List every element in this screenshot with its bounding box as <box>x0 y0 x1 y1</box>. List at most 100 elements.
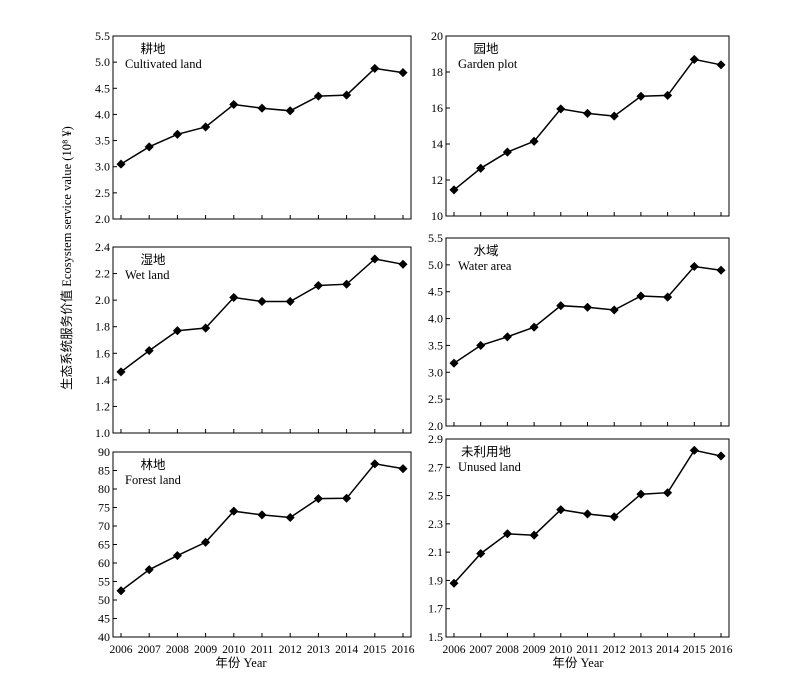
series-line <box>120 67 404 165</box>
y-tick-label: 60 <box>98 556 110 570</box>
data-point <box>285 106 295 116</box>
y-axis-label: 生态系统服务价值 Ecosystem service value (10⁸ ¥) <box>59 126 74 390</box>
data-point <box>556 301 566 311</box>
y-tick-label: 90 <box>98 445 110 459</box>
data-point <box>689 54 699 65</box>
data-point <box>172 129 183 139</box>
data-point <box>529 136 539 146</box>
y-tick-label: 2.9 <box>428 432 443 446</box>
data-point <box>144 142 154 152</box>
x-tick-label: 2009 <box>194 644 217 656</box>
data-point <box>257 510 267 520</box>
x-tick-label: 2006 <box>443 644 466 656</box>
data-point <box>172 326 183 336</box>
data-point <box>476 163 486 173</box>
data-point <box>716 451 726 461</box>
y-tick-label: 1.7 <box>428 602 443 616</box>
y-tick-label: 80 <box>98 482 110 496</box>
panel-title-cn: 水域 <box>473 244 498 258</box>
data-point <box>476 340 486 351</box>
y-tick-label: 2.5 <box>428 392 443 406</box>
x-tick-label: 2013 <box>629 644 652 656</box>
y-tick-label: 40 <box>98 630 110 644</box>
data-point <box>609 111 619 121</box>
data-point <box>341 90 352 100</box>
y-tick-label: 4.5 <box>95 81 110 95</box>
y-tick-label: 1.8 <box>95 320 110 334</box>
data-point <box>313 280 324 291</box>
x-tick-label: 2014 <box>656 644 679 656</box>
data-point <box>313 91 324 101</box>
y-tick-label: 50 <box>98 593 110 607</box>
y-tick-label: 18 <box>431 65 443 79</box>
panel-title-cn: 林地 <box>140 458 166 472</box>
x-tick-label: 2006 <box>110 644 133 656</box>
y-tick-label: 2.0 <box>95 212 110 226</box>
y-tick-label: 75 <box>98 501 110 515</box>
series-line <box>453 265 722 364</box>
x-tick-label: 2012 <box>603 644 626 656</box>
y-tick-label: 3.5 <box>428 338 443 352</box>
y-tick-label: 2.5 <box>95 186 110 200</box>
y-tick-label: 1.2 <box>95 399 110 413</box>
y-tick-label: 70 <box>98 519 110 533</box>
x-tick-label: 2008 <box>166 644 189 656</box>
x-axis-label-left: 年份 Year <box>215 656 267 670</box>
y-tick-label: 65 <box>98 538 110 552</box>
panel-title-en: Water area <box>458 259 512 273</box>
data-point <box>449 185 459 195</box>
panel-5: 40 45 50 55 60 65 70 75 80 85 90 2006 2007 2008 2009 20… <box>98 445 415 656</box>
data-point <box>582 108 593 119</box>
data-point <box>285 296 295 307</box>
x-axis-label-right: 年份 Year <box>552 656 604 670</box>
data-point <box>172 550 183 561</box>
y-tick-label: 5.5 <box>428 231 443 245</box>
data-point <box>200 323 211 333</box>
y-tick-label: 55 <box>98 575 110 589</box>
data-point <box>476 548 486 559</box>
data-point <box>200 537 211 547</box>
data-point <box>398 463 408 474</box>
y-tick-label: 2.7 <box>428 460 443 474</box>
y-tick-label: 2.0 <box>428 419 443 433</box>
data-point <box>116 586 126 596</box>
data-point <box>229 506 239 516</box>
data-point <box>116 367 126 377</box>
y-tick-label: 2.4 <box>95 240 110 254</box>
panel-title-cn: 未利用地 <box>461 445 512 459</box>
x-tick-label: 2013 <box>307 644 330 656</box>
data-point <box>636 489 646 499</box>
data-point <box>502 147 513 157</box>
data-point <box>689 261 699 272</box>
data-point <box>449 578 459 588</box>
y-tick-label: 5.0 <box>428 258 443 272</box>
data-point <box>398 67 408 78</box>
y-tick-label: 2.5 <box>428 489 443 503</box>
y-tick-label: 4.5 <box>428 285 443 299</box>
data-point <box>341 279 352 289</box>
data-point <box>285 512 295 523</box>
panel-6: 1.5 1.7 1.9 2.1 2.3 2.5 2.7 2.9 2006 2007 2008 2009… <box>428 432 733 656</box>
data-point <box>689 445 699 455</box>
x-tick-label: 2016 <box>392 644 415 656</box>
data-point <box>229 99 239 110</box>
data-point <box>370 459 380 469</box>
x-tick-label: 2015 <box>363 644 386 656</box>
data-point <box>116 159 126 169</box>
data-point <box>716 60 726 70</box>
panel-title-en: Unused land <box>458 460 522 474</box>
data-point <box>341 493 352 503</box>
y-tick-label: 4.0 <box>428 312 443 326</box>
y-tick-label: 5.0 <box>95 55 110 69</box>
data-point <box>529 530 539 540</box>
y-tick-label: 5.5 <box>95 29 110 43</box>
y-tick-label: 1.6 <box>95 346 110 360</box>
x-tick-label: 2007 <box>138 644 161 656</box>
data-point <box>257 103 267 113</box>
data-point <box>609 305 619 315</box>
data-point <box>257 296 267 307</box>
data-point <box>716 265 726 275</box>
